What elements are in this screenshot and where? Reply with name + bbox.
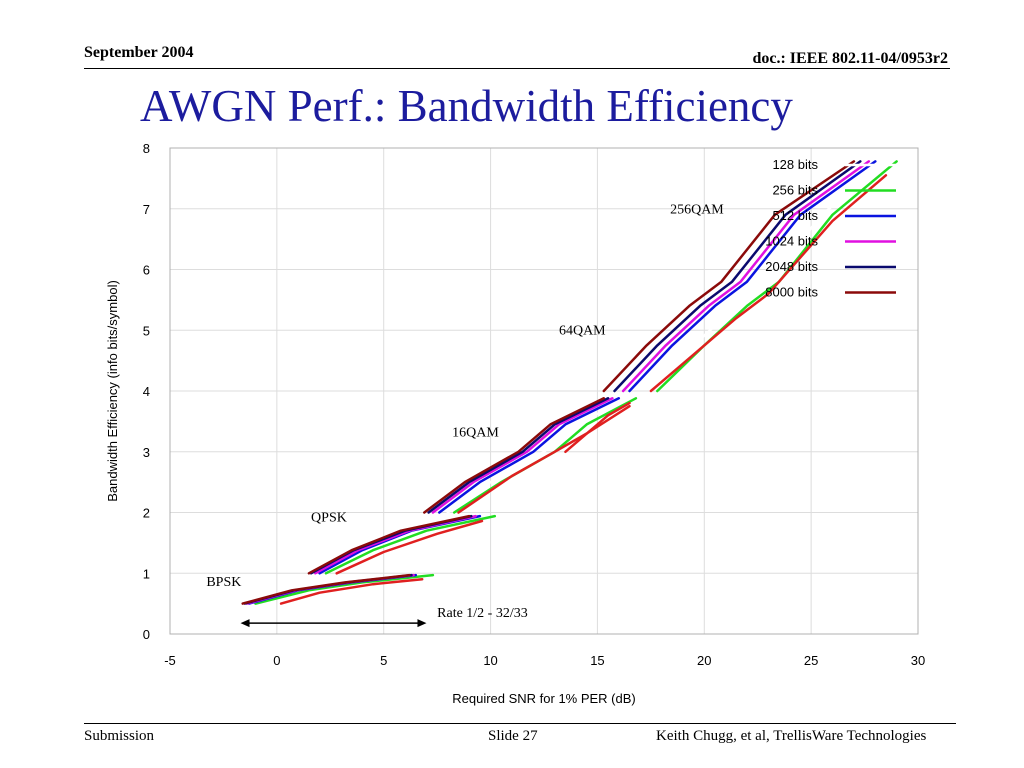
- series-line-2: [324, 514, 497, 575]
- series-line-2: [254, 573, 435, 605]
- legend-label: 512 bits: [772, 208, 818, 223]
- y-tick-label: 6: [143, 263, 150, 278]
- series-line-7: [457, 404, 631, 514]
- legend-label: 2048 bits: [765, 259, 818, 274]
- annotation-label: QPSK: [311, 511, 347, 526]
- legend-label: 128 bits: [772, 157, 818, 172]
- series-line-1: [446, 397, 631, 514]
- x-tick-label: 20: [697, 653, 711, 668]
- y-tick-label: 2: [143, 506, 150, 521]
- series-line-7: [335, 519, 484, 575]
- series-line-3: [628, 160, 877, 393]
- series-line-7: [564, 401, 631, 454]
- x-tick-label: 0: [273, 653, 280, 668]
- y-tick-label: 7: [143, 202, 150, 217]
- series-line-4: [431, 397, 614, 514]
- legend-label: 1024 bits: [765, 234, 818, 249]
- y-tick-label: 5: [143, 323, 150, 338]
- x-axis-title: Required SNR for 1% PER (dB): [452, 691, 636, 706]
- series-line-6: [241, 573, 411, 605]
- y-tick-label: 3: [143, 445, 150, 460]
- annotation-label: 64QAM: [559, 324, 606, 339]
- y-tick-label: 8: [143, 141, 150, 156]
- footer-divider: [84, 723, 956, 724]
- plot-frame: [169, 147, 919, 635]
- legend-label: 8000 bits: [765, 285, 818, 300]
- annotation-label: 16QAM: [452, 426, 499, 441]
- header-date: September 2004: [84, 44, 194, 61]
- series-line-7: [649, 174, 888, 393]
- header-doc-id: doc.: IEEE 802.11-04/0953r2: [752, 50, 948, 67]
- x-tick-label: 30: [911, 653, 925, 668]
- annotation-label: Rate 1/2 - 32/33: [437, 606, 528, 621]
- annotation-label: 256QAM: [670, 203, 724, 218]
- series-line-4: [621, 160, 871, 393]
- series-line-1: [649, 160, 888, 393]
- header-divider: [84, 68, 950, 69]
- y-tick-label: 0: [143, 627, 150, 642]
- series-line-5: [613, 160, 862, 393]
- slide-title: AWGN Perf.: Bandwidth Efficiency: [140, 81, 793, 131]
- y-tick-label: 4: [143, 384, 150, 399]
- series-line-3: [438, 397, 621, 514]
- y-axis-title: Bandwidth Efficiency (info bits/symbol): [105, 280, 120, 502]
- x-tick-label: 5: [380, 653, 387, 668]
- rate-range-arrowhead-right: [417, 619, 427, 628]
- footer-slide-number: Slide 27: [488, 728, 538, 744]
- footer-submission: Submission: [84, 728, 155, 744]
- series-line-6: [307, 514, 471, 575]
- footer-authors: Keith Chugg, et al, TrellisWare Technolo…: [656, 728, 927, 744]
- x-tick-label: 25: [804, 653, 818, 668]
- series-line-6: [602, 160, 856, 393]
- x-tick-label: 10: [483, 653, 497, 668]
- series-line-7: [279, 578, 424, 605]
- annotation-label: BPSK: [206, 575, 241, 590]
- rate-range-arrowhead-left: [240, 619, 250, 628]
- series-line-6: [423, 397, 606, 514]
- y-tick-label: 1: [143, 566, 150, 581]
- legend-label: 256 bits: [772, 183, 818, 198]
- series-line-5: [427, 397, 610, 514]
- x-tick-label: 15: [590, 653, 604, 668]
- x-tick-label: -5: [164, 653, 176, 668]
